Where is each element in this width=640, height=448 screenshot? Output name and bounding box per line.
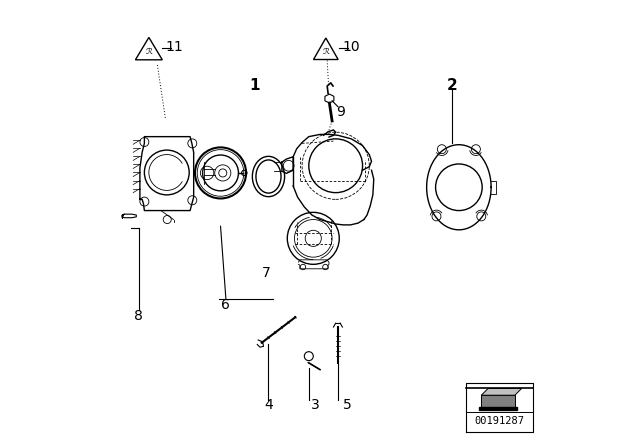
Text: ℛ: ℛ bbox=[145, 47, 152, 56]
Text: 1: 1 bbox=[250, 78, 260, 93]
Text: 6: 6 bbox=[221, 297, 230, 312]
Text: 00191287: 00191287 bbox=[474, 416, 524, 426]
Polygon shape bbox=[479, 407, 517, 410]
Text: ℛ: ℛ bbox=[323, 47, 329, 56]
Text: 7: 7 bbox=[262, 266, 271, 280]
Text: 5: 5 bbox=[342, 398, 351, 413]
Polygon shape bbox=[481, 388, 522, 395]
Text: 3: 3 bbox=[311, 398, 320, 413]
Text: 8: 8 bbox=[134, 309, 143, 323]
Text: 11: 11 bbox=[166, 40, 183, 54]
Text: 4: 4 bbox=[264, 398, 273, 413]
Text: 9: 9 bbox=[336, 105, 344, 119]
Text: 10: 10 bbox=[342, 40, 360, 54]
Text: 2: 2 bbox=[447, 78, 458, 93]
Polygon shape bbox=[481, 395, 515, 407]
